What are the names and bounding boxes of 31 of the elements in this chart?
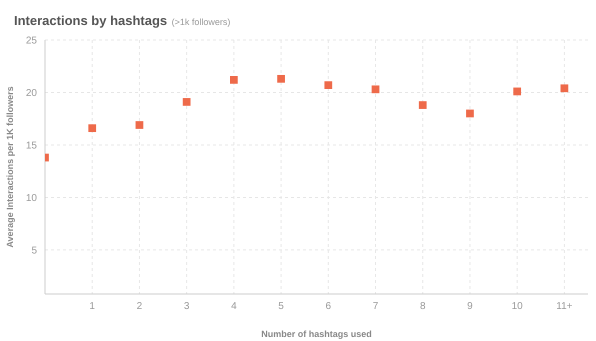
- x-tick-label: 9: [467, 301, 474, 312]
- x-axis-title: Number of hashtags used: [261, 329, 372, 339]
- x-tick-label: 1: [89, 301, 96, 312]
- x-tick-label: 8: [420, 301, 426, 312]
- y-tick-label: 10: [26, 192, 38, 204]
- x-tick-label: 10: [512, 301, 524, 312]
- point: [466, 110, 474, 118]
- point: [136, 121, 144, 129]
- x-tick-label: 2: [136, 301, 143, 312]
- x-tick-label: 6: [326, 301, 332, 312]
- y-tick-label: 25: [26, 36, 38, 47]
- point: [277, 74, 285, 83]
- point: [560, 84, 568, 92]
- chart-subtitle: (>1k followers): [172, 17, 230, 27]
- x-tick-label: 11+: [556, 301, 573, 312]
- point: [88, 124, 96, 132]
- point: [513, 88, 522, 96]
- y-tick-label: 15: [26, 140, 38, 152]
- chart-title: Interactions by hashtags: [14, 13, 168, 28]
- point: [418, 101, 427, 109]
- point: [230, 76, 238, 84]
- point: [182, 98, 191, 106]
- y-tick-label: 5: [31, 245, 38, 256]
- x-tick-label: 4: [231, 301, 238, 312]
- x-tick-label: 7: [372, 301, 379, 312]
- point: [372, 85, 380, 94]
- x-tick-label: 5: [278, 301, 284, 312]
- y-tick-label: 20: [26, 88, 38, 100]
- point: [324, 81, 332, 90]
- x-tick-label: 3: [184, 301, 190, 312]
- y-axis-title: Average Interactions per 1K followers: [5, 86, 16, 248]
